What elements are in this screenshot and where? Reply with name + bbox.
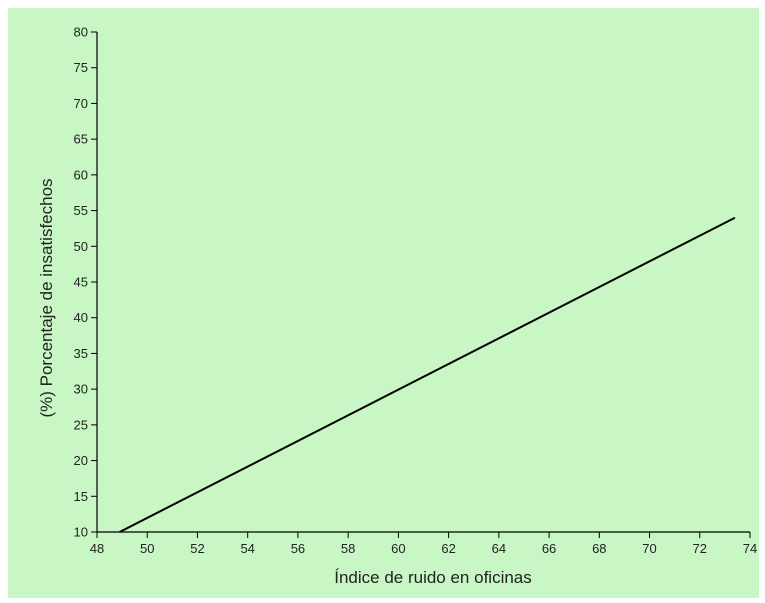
y-tick-label: 10 [74,525,88,540]
x-ticks: 48 50 52 54 56 58 60 62 64 66 68 70 72 74 [90,532,757,556]
y-tick-label: 70 [74,96,88,111]
x-tick-label: 58 [341,541,355,556]
y-axis-title: (%) Porcentaje de insatisfechos [37,178,56,417]
y-tick-label: 20 [74,453,88,468]
x-tick-label: 52 [190,541,204,556]
x-tick-label: 60 [391,541,405,556]
chart: 48 50 52 54 56 58 60 62 64 66 68 70 72 74 10 15 20 25 30 3… [8,8,759,598]
y-tick-label: 45 [74,275,88,290]
chart-frame: 48 50 52 54 56 58 60 62 64 66 68 70 72 74 10 15 20 25 30 3… [8,8,759,598]
y-ticks: 10 15 20 25 30 35 40 45 50 55 60 65 70 75 80 [74,25,97,540]
x-tick-label: 48 [90,541,104,556]
x-tick-label: 54 [240,541,254,556]
x-tick-label: 74 [743,541,757,556]
x-tick-label: 70 [642,541,656,556]
y-tick-label: 65 [74,132,88,147]
series-line [119,216,736,533]
y-tick-label: 15 [74,489,88,504]
x-tick-label: 68 [592,541,606,556]
y-tick-label: 40 [74,310,88,325]
y-tick-label: 50 [74,239,88,254]
x-tick-label: 66 [542,541,556,556]
y-tick-label: 30 [74,382,88,397]
series [119,216,736,533]
x-tick-label: 50 [140,541,154,556]
y-tick-label: 25 [74,417,88,432]
x-axis-title: Índice de ruido en oficinas [334,568,532,587]
y-tick-label: 75 [74,60,88,75]
y-tick-label: 80 [74,25,88,40]
y-tick-label: 35 [74,346,88,361]
x-tick-label: 62 [441,541,455,556]
y-tick-label: 60 [74,167,88,182]
y-tick-label: 55 [74,203,88,218]
chart-background [8,8,759,598]
x-tick-label: 64 [492,541,506,556]
x-tick-label: 56 [291,541,305,556]
x-tick-label: 72 [693,541,707,556]
